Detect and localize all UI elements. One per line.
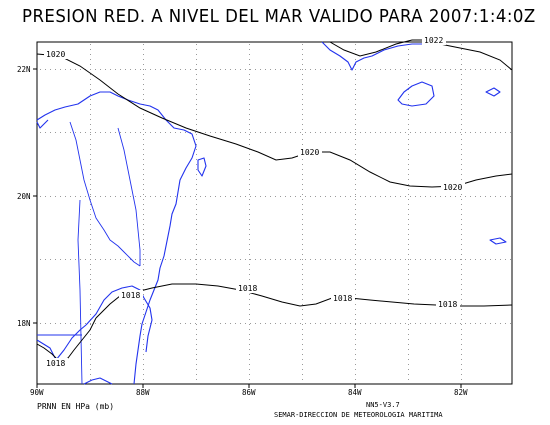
isobar-label: 1020 xyxy=(443,183,462,192)
longitude-label: 84W xyxy=(348,388,362,397)
longitude-label: 90W xyxy=(30,388,44,397)
axis-ticks xyxy=(33,68,462,388)
model-version: NN5-V3.7 xyxy=(366,401,400,409)
map-grid xyxy=(40,44,511,380)
units-note: PRNN EN HPa (mb) xyxy=(37,402,115,411)
isobar-label-layer xyxy=(44,35,465,368)
coastline xyxy=(36,41,507,385)
isobar-label: 1022 xyxy=(424,36,443,45)
credit-line: SEMAR-DIRECCION DE METEOROLOGIA MARITIMA xyxy=(274,411,443,419)
latitude-label: 20N xyxy=(17,192,31,201)
latitude-label: 18N xyxy=(17,319,31,328)
isobar-label: 1020 xyxy=(300,148,319,157)
isobar-label: 1020 xyxy=(46,50,65,59)
map-frame xyxy=(36,41,513,385)
longitude-label: 88W xyxy=(136,388,150,397)
longitude-label: 82W xyxy=(454,388,468,397)
latitude-label: 22N xyxy=(17,65,31,74)
map-title: PRESION RED. A NIVEL DEL MAR VALIDO PARA… xyxy=(22,6,536,27)
isobar-label: 1018 xyxy=(46,359,65,368)
longitude-label: 86W xyxy=(242,388,256,397)
isobars xyxy=(36,39,513,363)
isobar-label: 1018 xyxy=(333,294,352,303)
isobar-label: 1018 xyxy=(438,300,457,309)
isobar-label: 1018 xyxy=(238,284,257,293)
isobar-label: 1018 xyxy=(121,291,140,300)
